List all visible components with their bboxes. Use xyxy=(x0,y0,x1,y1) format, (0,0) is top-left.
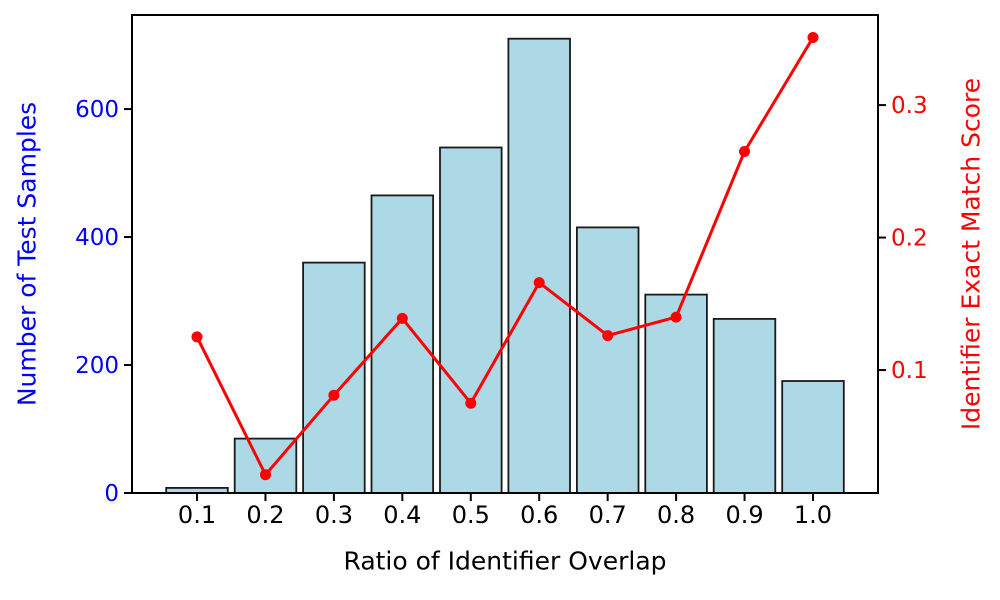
x-tick-label: 1.0 xyxy=(794,501,832,529)
histogram-bar xyxy=(781,380,845,494)
histogram-bar xyxy=(302,261,366,494)
x-tick-label: 0.4 xyxy=(383,501,421,529)
x-tick-label: 0.1 xyxy=(178,501,216,529)
score-line xyxy=(195,36,815,477)
score-line-marker xyxy=(739,146,750,157)
left-y-tick-label: 200 xyxy=(75,353,119,379)
score-line-marker xyxy=(602,330,614,342)
plot-border xyxy=(131,14,879,494)
x-tick-label: 0.8 xyxy=(657,501,695,529)
histogram-bar xyxy=(507,37,571,494)
right-y-tick-label: 0.2 xyxy=(891,226,928,252)
x-tick-label: 0.7 xyxy=(589,501,627,529)
left-y-tick-label: 400 xyxy=(75,225,119,251)
score-line-marker xyxy=(396,312,408,324)
score-line-marker xyxy=(533,277,545,289)
histogram-bar xyxy=(712,317,777,494)
right-y-tick-label: 0.1 xyxy=(891,358,928,384)
left-y-tick-label: 600 xyxy=(75,97,119,123)
x-tick-label: 0.5 xyxy=(452,501,490,529)
score-line-marker xyxy=(191,331,203,343)
x-tick-label: 0.2 xyxy=(246,501,284,529)
score-line-marker xyxy=(465,397,477,409)
left-y-axis-label: Number of Test Samples xyxy=(12,101,42,407)
right-y-axis-label: Identifier Exact Match Score xyxy=(956,77,986,431)
score-line-marker xyxy=(260,469,271,481)
histogram-bar xyxy=(439,146,503,494)
left-y-tick-label: 0 xyxy=(104,481,119,507)
right-y-tick-label: 0.3 xyxy=(891,93,928,119)
histogram-bar xyxy=(233,437,298,494)
x-tick-label: 0.3 xyxy=(315,501,353,529)
x-tick-label: 0.9 xyxy=(725,501,763,529)
histogram-bar xyxy=(576,226,640,494)
score-line-marker xyxy=(670,311,682,323)
x-tick-label: 0.6 xyxy=(520,501,558,529)
score-line-marker xyxy=(328,389,340,401)
score-line-marker xyxy=(807,32,819,43)
x-axis-label: Ratio of Identifier Overlap xyxy=(343,546,667,576)
